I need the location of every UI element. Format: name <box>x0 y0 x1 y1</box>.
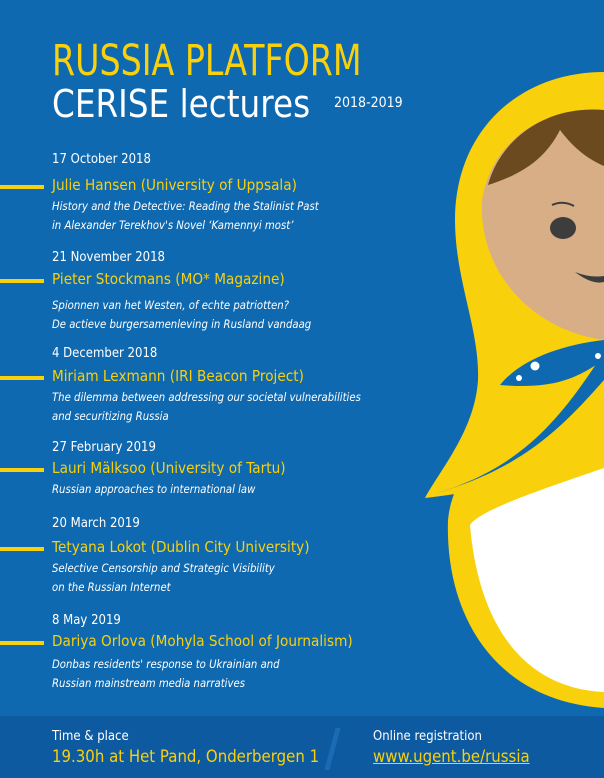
season-years: 2018-2019 <box>334 95 403 111</box>
lecture-date: 20 March 2019 <box>52 516 140 531</box>
lecture-marker <box>0 547 44 551</box>
lecture-title-line: on the Russian Internet <box>52 580 171 594</box>
footer-band: Time & place 19.30h at Het Pand, Onderbe… <box>0 716 604 778</box>
lecture-date: 4 December 2018 <box>52 346 158 361</box>
lecture-title-line: in Alexander Terekhov's Novel ‘Kamennyi … <box>52 218 294 232</box>
lecture-title-line: Russian mainstream media narratives <box>52 676 245 690</box>
lecture-marker <box>0 185 44 189</box>
lecture-title-line: De actieve burgersamenleving in Rusland … <box>52 317 312 331</box>
lecture-speaker: Tetyana Lokot (Dublin City University) <box>52 538 310 556</box>
divider <box>324 728 341 770</box>
lecture-speaker: Dariya Orlova (Mohyla School of Journali… <box>52 632 353 650</box>
lecture-date: 17 October 2018 <box>52 152 151 167</box>
registration-label: Online registration <box>373 729 482 744</box>
time-place-value: 19.30h at Het Pand, Onderbergen 1 <box>52 747 320 767</box>
lecture-speaker: Lauri Mälksoo (University of Tartu) <box>52 459 286 477</box>
lecture-title-line: Spionnen van het Westen, of echte patrio… <box>52 298 290 312</box>
time-place-label: Time & place <box>52 729 129 744</box>
page-title: RUSSIA PLATFORM <box>52 36 362 86</box>
page-subtitle: CERISE lectures <box>52 82 311 126</box>
lecture-date: 27 February 2019 <box>52 440 156 455</box>
lecture-marker <box>0 376 44 380</box>
lecture-speaker: Pieter Stockmans (MO* Magazine) <box>52 270 285 288</box>
lecture-title-line: and securitizing Russia <box>52 409 169 423</box>
lecture-title-line: The dilemma between addressing our socie… <box>52 390 361 404</box>
lecture-marker <box>0 641 44 645</box>
lecture-date: 21 November 2018 <box>52 250 165 265</box>
lecture-title-line: Selective Censorship and Strategic Visib… <box>52 561 275 575</box>
lecture-marker <box>0 468 44 472</box>
lecture-title-line: History and the Detective: Reading the S… <box>52 199 319 213</box>
lecture-title-line: Russian approaches to international law <box>52 482 256 496</box>
lecture-speaker: Julie Hansen (University of Uppsala) <box>52 176 297 194</box>
lecture-marker <box>0 279 44 283</box>
lecture-date: 8 May 2019 <box>52 613 121 628</box>
lecture-title-line: Donbas residents' response to Ukrainian … <box>52 657 280 671</box>
lecture-speaker: Miriam Lexmann (IRI Beacon Project) <box>52 367 304 385</box>
registration-link[interactable]: www.ugent.be/russia <box>373 747 530 767</box>
